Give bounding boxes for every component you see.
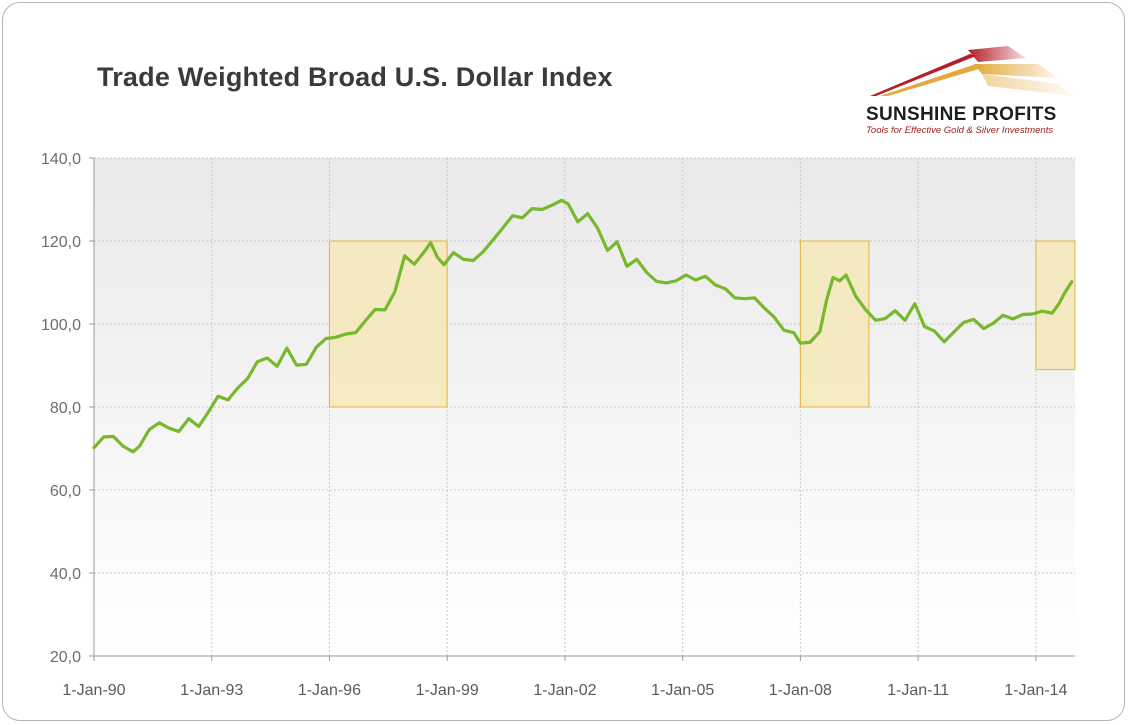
highlight-box: [799, 240, 870, 408]
chart-title: Trade Weighted Broad U.S. Dollar Index: [97, 62, 613, 92]
logo-name: SUNSHINE PROFITS: [866, 104, 1057, 125]
y-tick-label: 100,0: [41, 317, 81, 334]
x-tick-label: 1-Jan-14: [1004, 682, 1067, 699]
series-line: [92, 198, 1074, 454]
x-tick-label: 1-Jan-99: [416, 682, 479, 699]
x-tick-label: 1-Jan-05: [651, 682, 714, 699]
x-tick-label: 1-Jan-11: [887, 682, 949, 699]
y-tick-label: 40,0: [50, 566, 81, 583]
y-tick-labels: 20,0 40,0 60,0 80,0 100,0 120,0 140,0: [41, 151, 81, 666]
highlight-boxes: [328, 240, 1076, 408]
y-tick-label: 140,0: [41, 151, 81, 168]
y-tick-label: 20,0: [50, 649, 81, 666]
y-tick-label: 80,0: [50, 400, 81, 417]
highlight-box: [328, 240, 448, 408]
y-tick-label: 120,0: [41, 234, 81, 251]
x-tick-label: 1-Jan-90: [62, 682, 125, 699]
y-tick-label: 60,0: [50, 483, 81, 500]
x-tick-labels: 1-Jan-90 1-Jan-93 1-Jan-96 1-Jan-99 1-Jan-02…: [62, 682, 1067, 699]
highlight-box: [1035, 240, 1076, 371]
logo-tagline: Tools for Effective Gold & Silver Invest…: [866, 125, 1054, 136]
series-layer: [92, 198, 1074, 454]
x-tick-label: 1-Jan-08: [769, 682, 832, 699]
x-tick-label: 1-Jan-02: [533, 682, 596, 699]
sunshine-profits-logo: [870, 46, 1073, 96]
x-tick-label: 1-Jan-93: [180, 682, 243, 699]
x-tick-label: 1-Jan-96: [298, 682, 361, 699]
axes: [89, 157, 1075, 661]
